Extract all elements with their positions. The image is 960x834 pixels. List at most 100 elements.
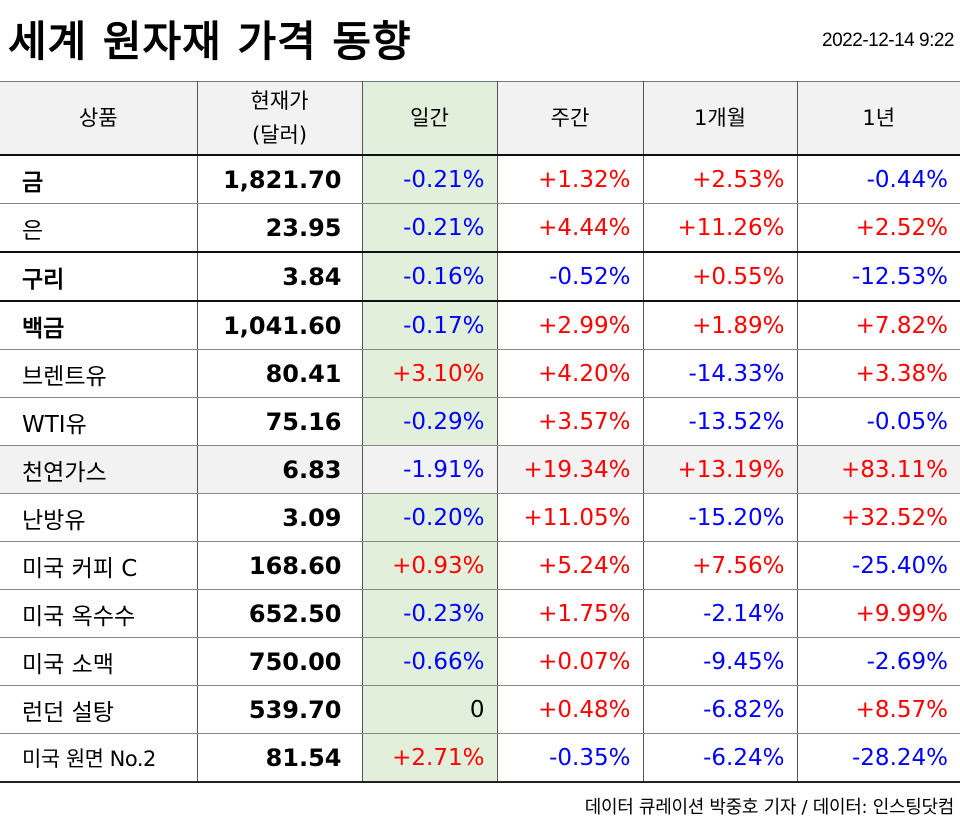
current-price: 652.50	[196, 589, 363, 638]
yearly-change: -2.69%	[796, 637, 960, 686]
weekly-change: +1.75%	[496, 589, 644, 638]
table-row: 구리 3.84 -0.16% -0.52% +0.55% -12.53%	[0, 251, 960, 302]
current-price: 75.16	[196, 397, 363, 446]
weekly-change: +4.44%	[496, 203, 644, 253]
monthly-change: +11.26%	[642, 203, 798, 253]
table-row: 은 23.95 -0.21% +4.44% +11.26% +2.52%	[0, 203, 960, 253]
yearly-change: -28.24%	[796, 733, 960, 783]
commodity-price-table: 상품 현재가 (달러) 일간 주간 1개월 1년 금 1,821.70 -0.21%…	[0, 81, 960, 783]
weekly-change: +4.20%	[496, 349, 644, 398]
commodity-name: 미국 옥수수	[0, 589, 198, 638]
current-price: 6.83	[196, 445, 363, 494]
current-price: 80.41	[196, 349, 363, 398]
daily-change: -0.66%	[361, 637, 498, 686]
header-price-line2: (달러)	[251, 123, 308, 147]
monthly-change: -13.52%	[642, 397, 798, 446]
monthly-change: +0.55%	[642, 251, 798, 302]
current-price: 23.95	[196, 203, 363, 253]
daily-change: +0.93%	[361, 541, 498, 590]
weekly-change: -0.35%	[496, 733, 644, 783]
commodity-name: 브렌트유	[0, 349, 198, 398]
monthly-change: -9.45%	[642, 637, 798, 686]
daily-change: -0.16%	[361, 251, 498, 302]
table-row: 브렌트유 80.41 +3.10% +4.20% -14.33% +3.38%	[0, 349, 960, 398]
timestamp: 2022-12-14 9:22	[822, 30, 954, 51]
table-row: 천연가스 6.83 -1.91% +19.34% +13.19% +83.11%	[0, 445, 960, 494]
yearly-change: +32.52%	[796, 493, 960, 542]
monthly-change: -14.33%	[642, 349, 798, 398]
header-daily: 일간	[361, 81, 498, 156]
page-title: 세계 원자재 가격 동향	[8, 17, 412, 66]
current-price: 1,821.70	[196, 154, 363, 204]
header-row: 상품 현재가 (달러) 일간 주간 1개월 1년	[0, 81, 960, 156]
yearly-change: +2.52%	[796, 203, 960, 253]
table-row: 미국 원면 No.2 81.54 +2.71% -0.35% -6.24% -28.24%	[0, 733, 960, 783]
commodity-name: 난방유	[0, 493, 198, 542]
yearly-change: +83.11%	[796, 445, 960, 494]
table-row: 미국 소맥 750.00 -0.66% +0.07% -9.45% -2.69%	[0, 637, 960, 686]
monthly-change: +1.89%	[642, 300, 798, 350]
weekly-change: +5.24%	[496, 541, 644, 590]
commodity-name: 미국 원면 No.2	[0, 733, 198, 783]
yearly-change: +8.57%	[796, 685, 960, 734]
header-yearly: 1년	[796, 81, 960, 156]
table-row: WTI유 75.16 -0.29% +3.57% -13.52% -0.05%	[0, 397, 960, 446]
current-price: 1,041.60	[196, 300, 363, 350]
commodity-name: 구리	[0, 251, 198, 302]
monthly-change: +2.53%	[642, 154, 798, 204]
table-row: 난방유 3.09 -0.20% +11.05% -15.20% +32.52%	[0, 493, 960, 542]
source-credit: 데이터 큐레이션 박중호 기자 / 데이터: 인스팅닷컴	[584, 797, 955, 818]
daily-change: 0	[361, 685, 498, 734]
monthly-change: +7.56%	[642, 541, 798, 590]
yearly-change: -0.44%	[796, 154, 960, 204]
commodity-name: 은	[0, 203, 198, 253]
daily-change: -0.20%	[361, 493, 498, 542]
table-row: 백금 1,041.60 -0.17% +2.99% +1.89% +7.82%	[0, 300, 960, 350]
monthly-change: +13.19%	[642, 445, 798, 494]
table-row: 런던 설탕 539.70 0 +0.48% -6.82% +8.57%	[0, 685, 960, 734]
daily-change: -1.91%	[361, 445, 498, 494]
commodity-name: 런던 설탕	[0, 685, 198, 734]
yearly-change: -25.40%	[796, 541, 960, 590]
weekly-change: +2.99%	[496, 300, 644, 350]
weekly-change: +19.34%	[496, 445, 644, 494]
commodity-name: 금	[0, 154, 198, 204]
commodity-name: 백금	[0, 300, 198, 350]
weekly-change: +0.07%	[496, 637, 644, 686]
table-row: 미국 옥수수 652.50 -0.23% +1.75% -2.14% +9.99%	[0, 589, 960, 638]
daily-change: -0.23%	[361, 589, 498, 638]
header-price: 현재가 (달러)	[196, 81, 363, 156]
weekly-change: +1.32%	[496, 154, 644, 204]
yearly-change: +3.38%	[796, 349, 960, 398]
header-product: 상품	[0, 81, 198, 156]
daily-change: +2.71%	[361, 733, 498, 783]
commodity-name: 미국 소맥	[0, 637, 198, 686]
monthly-change: -15.20%	[642, 493, 798, 542]
header-monthly: 1개월	[642, 81, 798, 156]
monthly-change: -6.82%	[642, 685, 798, 734]
monthly-change: -2.14%	[642, 589, 798, 638]
weekly-change: +0.48%	[496, 685, 644, 734]
current-price: 3.09	[196, 493, 363, 542]
current-price: 3.84	[196, 251, 363, 302]
weekly-change: +11.05%	[496, 493, 644, 542]
table-row: 미국 커피 C 168.60 +0.93% +5.24% +7.56% -25.40%	[0, 541, 960, 590]
current-price: 750.00	[196, 637, 363, 686]
daily-change: -0.21%	[361, 203, 498, 253]
commodity-name: 미국 커피 C	[0, 541, 198, 590]
yearly-change: +7.82%	[796, 300, 960, 350]
daily-change: -0.21%	[361, 154, 498, 204]
weekly-change: -0.52%	[496, 251, 644, 302]
current-price: 539.70	[196, 685, 363, 734]
daily-change: -0.17%	[361, 300, 498, 350]
yearly-change: -12.53%	[796, 251, 960, 302]
current-price: 168.60	[196, 541, 363, 590]
yearly-change: +9.99%	[796, 589, 960, 638]
monthly-change: -6.24%	[642, 733, 798, 783]
table-row: 금 1,821.70 -0.21% +1.32% +2.53% -0.44%	[0, 154, 960, 204]
commodity-name: WTI유	[0, 397, 198, 446]
daily-change: +3.10%	[361, 349, 498, 398]
current-price: 81.54	[196, 733, 363, 783]
yearly-change: -0.05%	[796, 397, 960, 446]
header-weekly: 주간	[496, 81, 644, 156]
